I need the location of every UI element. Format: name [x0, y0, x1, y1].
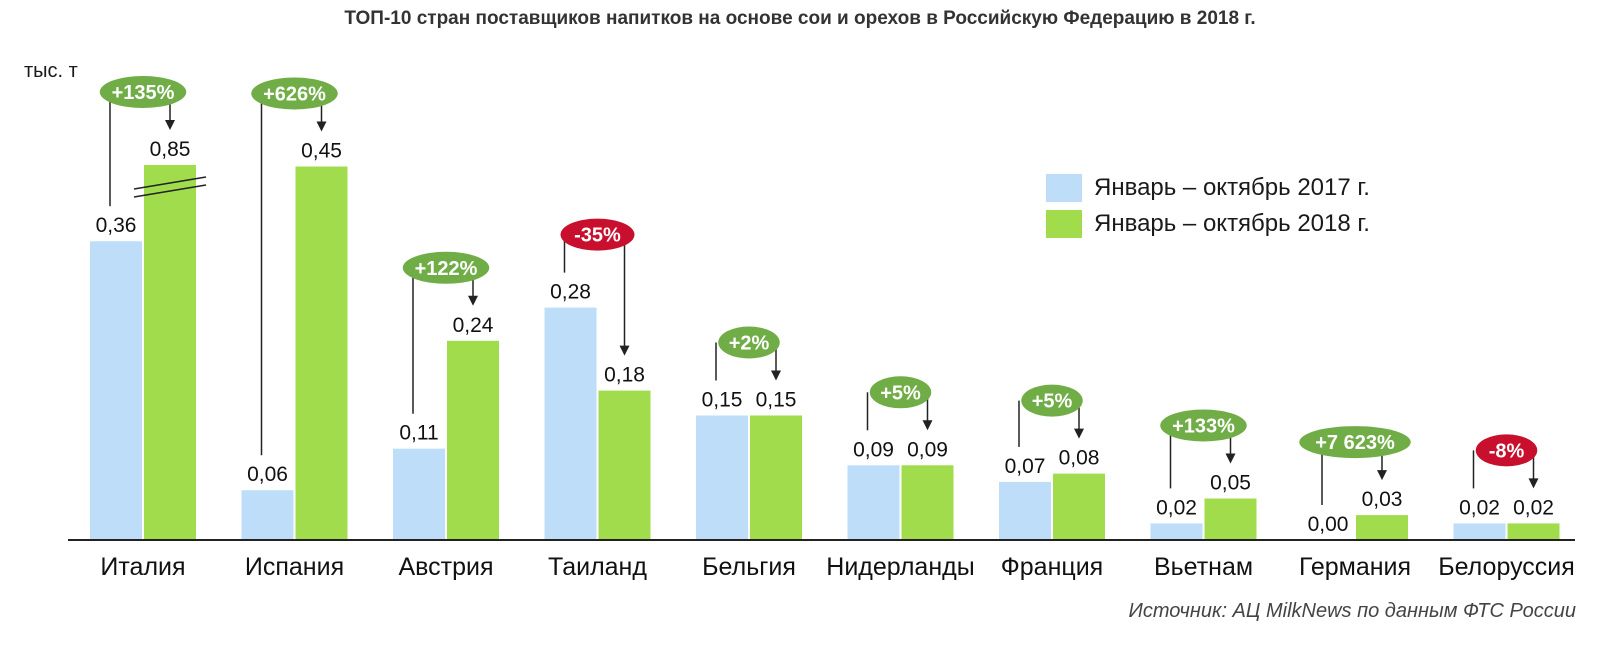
value-label-2017-3: 0,28: [550, 281, 591, 304]
value-label-2017-9: 0,02: [1459, 496, 1500, 519]
legend-label-2018: Январь – октябрь 2018 г.: [1094, 210, 1370, 237]
change-label-1: +626%: [263, 84, 326, 106]
bar-2018-5: [901, 465, 954, 540]
value-label-2018-7: 0,05: [1210, 472, 1251, 495]
bar-2017-4: [696, 415, 748, 540]
chart-title: ТОП-10 стран поставщиков напитков на осн…: [344, 8, 1256, 29]
category-label-4: Бельгия: [702, 553, 796, 581]
labels-layer: 0,36 0,85 Италия 0,06 0,45 Испания 0,11 0,24 Авс…: [96, 138, 1575, 581]
category-label-9: Белоруссия: [1438, 553, 1575, 581]
change-badge-5: [869, 376, 932, 409]
value-label-2018-9: 0,02: [1513, 496, 1554, 519]
bar-2017-1: [241, 490, 294, 540]
bar-2017-7: [1150, 523, 1203, 540]
change-label-5: +5%: [880, 382, 921, 404]
bar-2017-5: [847, 465, 900, 540]
change-label-9: -8%: [1489, 440, 1525, 462]
change-arrowhead-8: [1377, 470, 1387, 481]
change-badge-4: [718, 326, 780, 359]
value-label-2017-0: 0,36: [96, 214, 137, 237]
value-label-2017-6: 0,07: [1005, 455, 1046, 478]
change-arrowhead-2: [468, 295, 478, 306]
change-arrowhead-3: [619, 345, 630, 356]
bar-2018-7: [1204, 498, 1257, 540]
source-note: Источник: АЦ MilkNews по данным ФТС Росс…: [1128, 600, 1576, 622]
change-arrowhead-1: [316, 121, 327, 132]
value-label-2018-4: 0,15: [756, 389, 797, 412]
change-label-8: +7 623%: [1315, 432, 1395, 454]
legend-swatch-2018: [1046, 210, 1082, 238]
category-label-7: Вьетнам: [1154, 553, 1253, 581]
category-label-2: Австрия: [398, 553, 493, 581]
value-label-2018-2: 0,24: [453, 314, 494, 337]
change-badge-3: [560, 218, 635, 251]
value-label-2018-6: 0,08: [1059, 447, 1100, 470]
change-arrowhead-9: [1528, 478, 1539, 489]
value-label-2017-8: 0,00: [1308, 513, 1349, 536]
bar-2018-3: [598, 390, 651, 540]
value-label-2017-1: 0,06: [247, 463, 288, 486]
change-arrowhead-6: [1074, 428, 1084, 439]
change-arrowhead-4: [771, 370, 781, 381]
category-label-3: Таиланд: [548, 553, 647, 581]
legend: Январь – октябрь 2017 г. Январь – октябр…: [1046, 170, 1370, 242]
change-badge-2: [402, 251, 490, 284]
bar-2017-0: [90, 241, 142, 540]
change-label-6: +5%: [1032, 391, 1073, 413]
change-badge-8: [1299, 426, 1411, 459]
value-label-2018-8: 0,03: [1362, 488, 1403, 511]
bar-2018-4: [750, 415, 802, 540]
change-badge-7: [1160, 409, 1247, 442]
change-badge-0: [99, 76, 187, 108]
legend-item-2017: Январь – октябрь 2017 г.: [1046, 170, 1370, 206]
legend-item-2018: Январь – октябрь 2018 г.: [1046, 206, 1370, 242]
legend-swatch-2017: [1046, 174, 1082, 202]
bar-2017-3: [544, 307, 597, 540]
bar-2017-9: [1453, 523, 1506, 540]
bar-2017-6: [999, 481, 1051, 540]
bar-2018-8: [1356, 515, 1408, 540]
change-arrowhead-7: [1225, 453, 1236, 464]
change-arrowhead-0: [165, 120, 175, 130]
value-label-2018-0: 0,85: [150, 138, 191, 161]
change-label-4: +2%: [729, 333, 770, 355]
value-label-2017-2: 0,11: [399, 422, 438, 445]
change-label-7: +133%: [1172, 416, 1235, 438]
category-label-8: Германия: [1299, 553, 1411, 581]
category-label-5: Нидерланды: [826, 553, 974, 581]
bar-2018-6: [1053, 473, 1105, 540]
value-label-2018-5: 0,09: [907, 438, 948, 461]
bar-2018-9: [1507, 523, 1560, 540]
value-label-2018-1: 0,45: [301, 140, 342, 163]
change-badge-1: [251, 77, 338, 110]
category-label-1: Испания: [245, 553, 344, 581]
legend-label-2017: Январь – октябрь 2017 г.: [1094, 174, 1370, 201]
axis-break-mark: [133, 184, 207, 198]
bar-2018-2: [447, 340, 499, 540]
y-axis-unit-label: тыс. т: [24, 60, 78, 82]
category-label-6: Франция: [1001, 553, 1103, 581]
change-badge-9: [1475, 434, 1538, 467]
change-badge-6: [1021, 384, 1083, 417]
value-label-2017-7: 0,02: [1156, 496, 1197, 519]
bar-2018-0: [144, 165, 196, 540]
change-label-0: +135%: [112, 82, 175, 104]
bars-layer: [90, 165, 1560, 540]
value-label-2017-4: 0,15: [702, 389, 743, 412]
bar-2018-1: [295, 166, 348, 540]
change-label-2: +122%: [415, 258, 478, 280]
value-label-2017-5: 0,09: [853, 438, 894, 461]
changes-layer: +135% +626% +122% -35% +2% +5% +5% +133% +7 623%…: [99, 76, 1539, 505]
change-arrowhead-5: [922, 420, 933, 431]
category-label-0: Италия: [100, 553, 185, 581]
axis-break-mark: [133, 176, 207, 190]
bar-2017-2: [393, 448, 445, 540]
change-label-3: -35%: [574, 225, 621, 247]
value-label-2018-3: 0,18: [604, 364, 645, 387]
